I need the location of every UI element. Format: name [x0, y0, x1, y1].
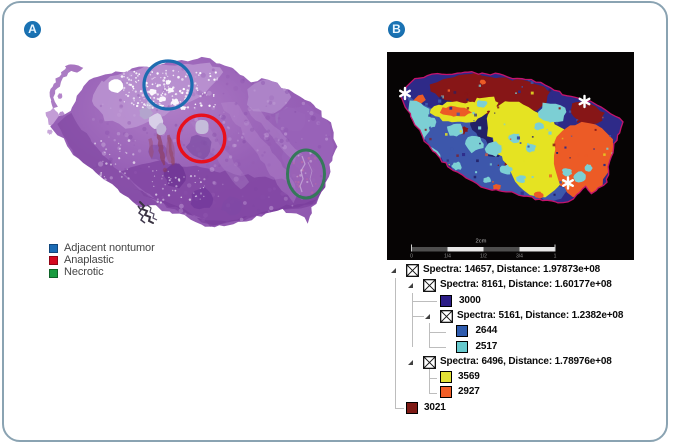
- svg-text:1: 1: [554, 254, 557, 260]
- svg-text:1/4: 1/4: [444, 254, 451, 260]
- svg-text:2cm: 2cm: [476, 239, 487, 245]
- svg-text:1/2: 1/2: [480, 254, 487, 260]
- svg-text:0: 0: [410, 254, 413, 260]
- svg-text:3/4: 3/4: [516, 254, 523, 260]
